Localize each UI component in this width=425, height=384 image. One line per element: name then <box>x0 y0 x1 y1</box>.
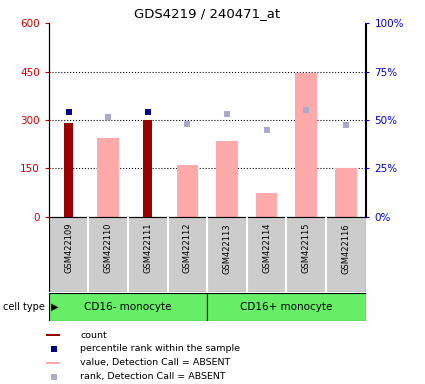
Bar <box>144 120 152 217</box>
Bar <box>64 123 73 217</box>
Text: GSM422112: GSM422112 <box>183 223 192 273</box>
Bar <box>335 169 357 217</box>
Text: percentile rank within the sample: percentile rank within the sample <box>80 344 241 353</box>
Bar <box>97 138 119 217</box>
Text: CD16+ monocyte: CD16+ monocyte <box>240 302 332 312</box>
Text: GSM422115: GSM422115 <box>302 223 311 273</box>
Bar <box>256 193 278 217</box>
Text: ▶: ▶ <box>51 302 59 312</box>
Bar <box>295 73 317 217</box>
Bar <box>49 293 207 321</box>
Text: value, Detection Call = ABSENT: value, Detection Call = ABSENT <box>80 358 231 367</box>
Title: GDS4219 / 240471_at: GDS4219 / 240471_at <box>134 7 280 20</box>
Text: rank, Detection Call = ABSENT: rank, Detection Call = ABSENT <box>80 372 226 381</box>
Text: GSM422114: GSM422114 <box>262 223 271 273</box>
Bar <box>207 293 366 321</box>
Bar <box>176 165 198 217</box>
Text: GSM422111: GSM422111 <box>143 223 152 273</box>
Bar <box>46 334 60 336</box>
Text: GSM422110: GSM422110 <box>104 223 113 273</box>
Text: GSM422113: GSM422113 <box>222 223 232 273</box>
Bar <box>216 141 238 217</box>
Text: GSM422109: GSM422109 <box>64 223 73 273</box>
Text: count: count <box>80 331 107 340</box>
Text: CD16- monocyte: CD16- monocyte <box>84 302 172 312</box>
Text: cell type: cell type <box>3 302 45 312</box>
Bar <box>46 361 60 364</box>
Text: GSM422116: GSM422116 <box>341 223 350 273</box>
